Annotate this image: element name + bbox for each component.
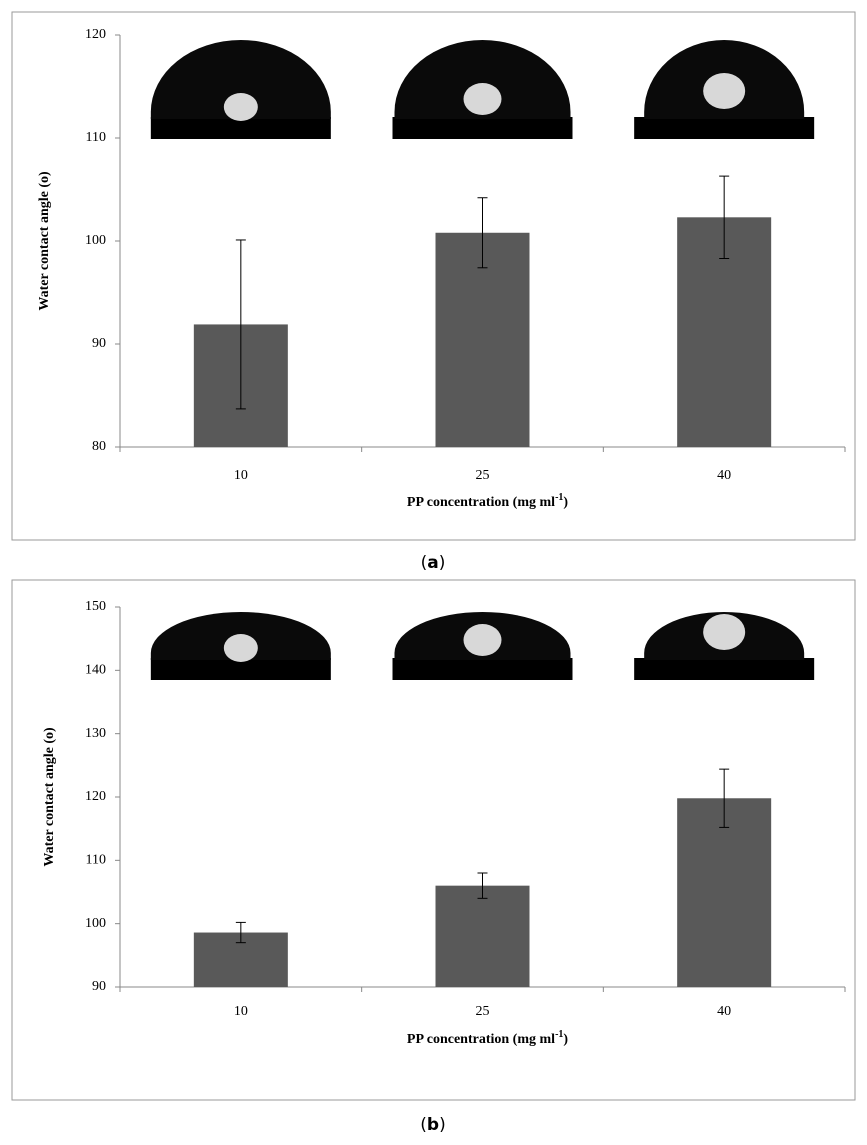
droplet-highlight bbox=[464, 83, 502, 115]
x-axis-label-part: PP concentration (mg ml bbox=[407, 495, 555, 510]
x-tick-label: 40 bbox=[717, 1004, 731, 1019]
y-tick-label: 120 bbox=[85, 27, 106, 42]
x-tick-label: 10 bbox=[234, 468, 248, 483]
y-tick-label: 140 bbox=[85, 663, 106, 678]
y-axis-label: Water contact angle (o) bbox=[37, 171, 52, 311]
y-tick-label: 100 bbox=[85, 916, 106, 931]
panel-caption-part: ) bbox=[439, 1115, 446, 1135]
x-axis-label-part: ) bbox=[563, 1032, 568, 1047]
y-tick-label: 110 bbox=[86, 130, 106, 145]
x-tick-label: 40 bbox=[717, 468, 731, 483]
x-axis-label: PP concentration (mg ml-1) bbox=[407, 1029, 568, 1047]
panel-caption-part: ( bbox=[421, 553, 428, 573]
droplet-substrate bbox=[393, 658, 573, 680]
panel-caption-part: b bbox=[427, 1115, 439, 1135]
y-tick-label: 80 bbox=[92, 439, 106, 454]
panel-caption-part: ) bbox=[439, 553, 446, 573]
x-axis-label-part: ) bbox=[563, 495, 568, 510]
panel-caption: (a) bbox=[421, 553, 446, 573]
y-axis-label: Water contact angle (o) bbox=[42, 727, 57, 867]
y-tick-label: 130 bbox=[85, 726, 106, 741]
x-tick-label: 10 bbox=[234, 1004, 248, 1019]
y-tick-label: 90 bbox=[92, 336, 106, 351]
droplet-highlight bbox=[703, 614, 745, 650]
droplet-substrate bbox=[634, 658, 814, 680]
panel-caption: (b) bbox=[420, 1115, 445, 1135]
droplet-highlight bbox=[464, 624, 502, 656]
y-tick-label: 100 bbox=[85, 233, 106, 248]
x-tick-label: 25 bbox=[476, 1004, 490, 1019]
figure: 80 90 100 110 120 10 25 40 Water contact angle (… bbox=[0, 0, 867, 1140]
x-tick-label: 25 bbox=[476, 468, 490, 483]
page: 80 90 100 110 120 10 25 40 Water contact angle (… bbox=[0, 0, 867, 1145]
droplet-substrate bbox=[393, 117, 573, 139]
y-tick-label: 110 bbox=[86, 853, 106, 868]
bar bbox=[436, 886, 530, 987]
droplet-substrate bbox=[634, 117, 814, 139]
x-axis-label-part: -1 bbox=[555, 492, 563, 503]
x-axis-label-part: PP concentration (mg ml bbox=[407, 1032, 555, 1047]
panel-caption-part: ( bbox=[420, 1115, 427, 1135]
y-tick-label: 150 bbox=[85, 599, 106, 614]
y-tick-label: 90 bbox=[92, 979, 106, 994]
droplet-highlight bbox=[224, 93, 258, 121]
x-axis-label-part: -1 bbox=[555, 1029, 563, 1040]
droplet-highlight bbox=[224, 634, 258, 662]
y-tick-label: 120 bbox=[85, 789, 106, 804]
droplet-highlight bbox=[703, 73, 745, 109]
x-axis-label: PP concentration (mg ml-1) bbox=[407, 492, 568, 510]
panel-caption-part: a bbox=[427, 553, 438, 573]
